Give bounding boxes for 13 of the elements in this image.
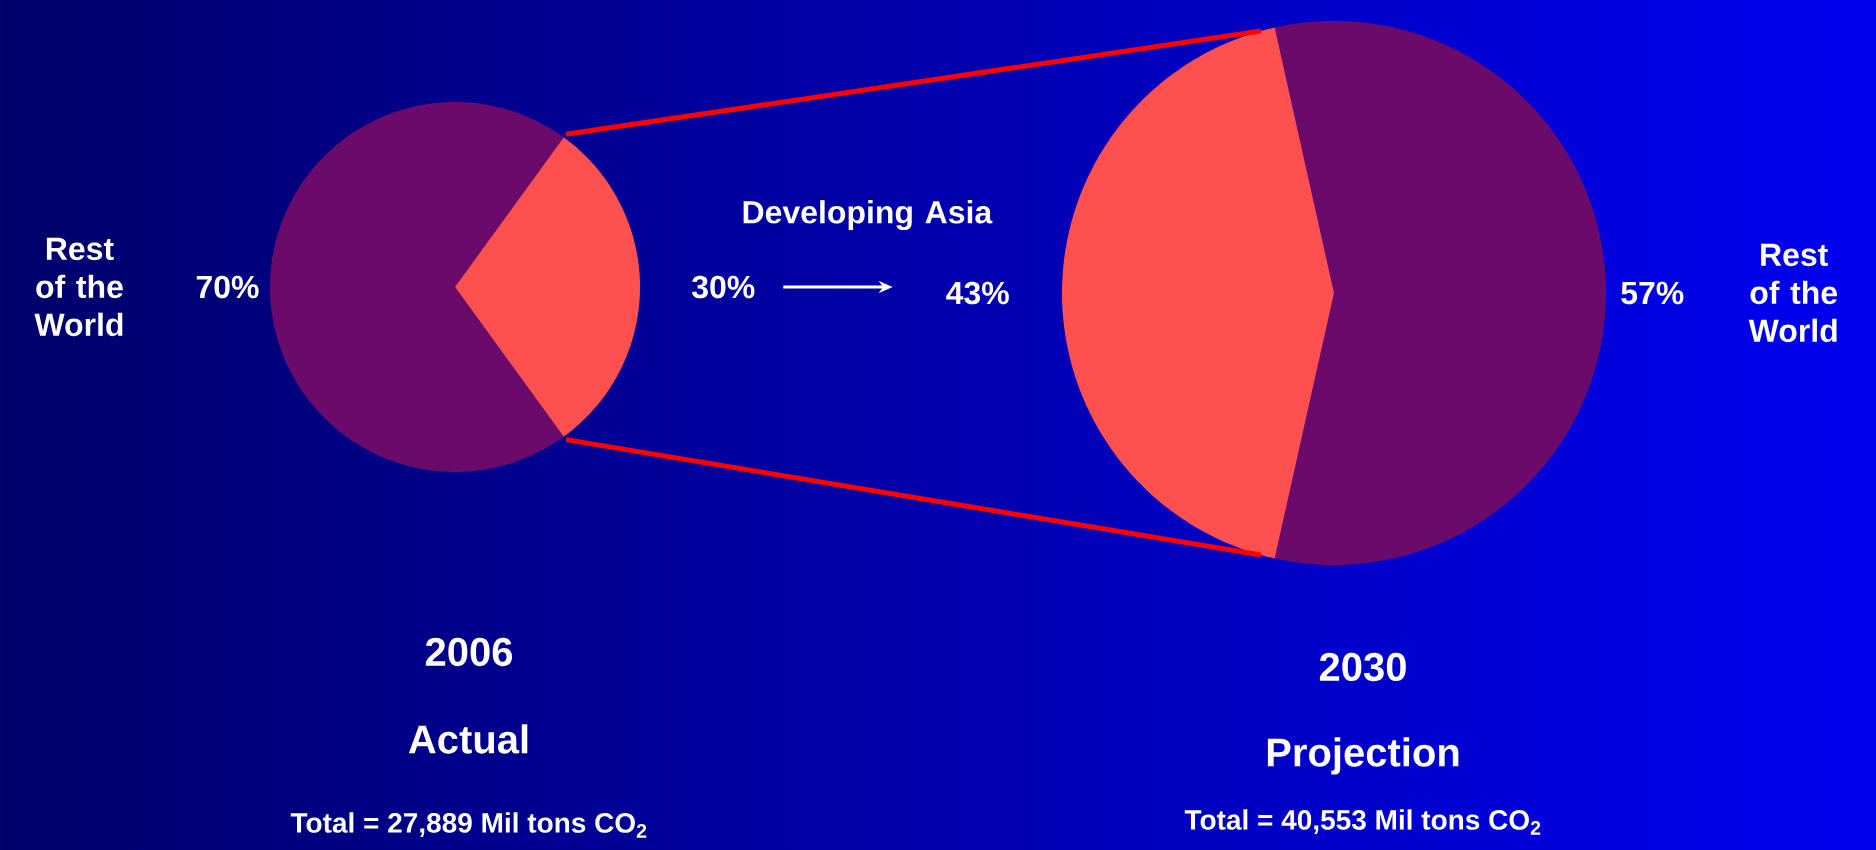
slice-label: Developing Asia [743, 200, 993, 231]
slice-label: Rest of the World [34, 237, 123, 337]
text: Total = 40,553 Mil tons CO$_{2}$ [1184, 809, 1541, 835]
slice-label: Rest of the World [1748, 243, 1838, 343]
data-label: 70% [196, 275, 259, 299]
data-label: 30% [691, 275, 755, 299]
text: Actual [408, 724, 528, 754]
text: 2006 [425, 637, 513, 667]
text: 2030 [1319, 652, 1406, 682]
text: Total = 27,889 Mil tons CO$_{2}$ [290, 812, 647, 838]
data-label: 57% [1621, 281, 1684, 305]
text: Projection [1267, 737, 1459, 775]
data-label: 43% [946, 281, 1009, 305]
